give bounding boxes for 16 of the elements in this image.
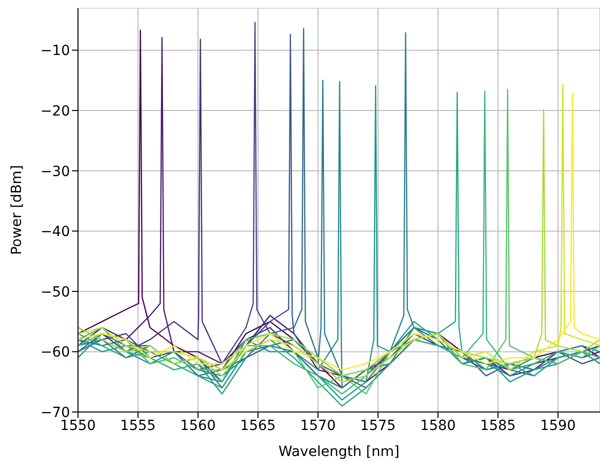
y-axis-title: Power [dBm]: [8, 165, 25, 255]
x-tick-label: 1575: [360, 418, 396, 434]
y-tick-label: −30: [40, 164, 70, 180]
y-tick-label: −20: [40, 103, 70, 120]
x-tick-label: 1570: [300, 418, 336, 434]
x-tick-label: 1560: [180, 418, 216, 434]
y-tick-label: −40: [40, 224, 70, 240]
y-tick-label: −60: [40, 344, 70, 361]
x-tick-label: 1590: [540, 418, 576, 434]
x-tick-label: 1565: [240, 418, 276, 434]
x-axis-title: Wavelength [nm]: [278, 444, 400, 460]
x-tick-label: 1585: [480, 418, 516, 434]
y-tick-label: −10: [40, 43, 70, 60]
x-tick-label: 1580: [420, 418, 456, 434]
x-tick-label: 1555: [120, 418, 156, 434]
y-tick-label: −50: [40, 284, 70, 300]
